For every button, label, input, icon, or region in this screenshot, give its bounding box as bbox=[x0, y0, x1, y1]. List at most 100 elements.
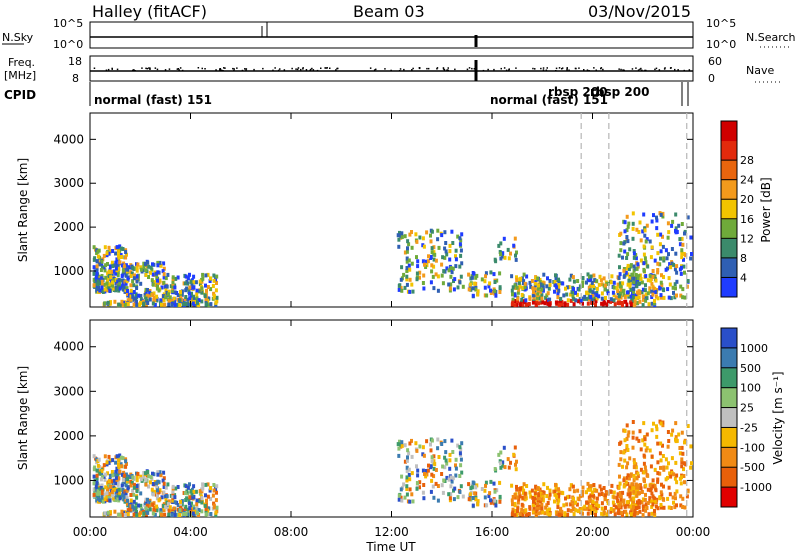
data-point bbox=[214, 303, 218, 308]
data-point bbox=[602, 486, 606, 490]
data-point bbox=[650, 245, 654, 250]
data-point bbox=[96, 254, 100, 259]
data-point bbox=[620, 300, 623, 305]
nave-dot bbox=[532, 67, 534, 70]
data-point bbox=[585, 280, 588, 285]
data-point bbox=[588, 484, 591, 489]
data-point bbox=[427, 463, 430, 468]
data-point bbox=[650, 454, 654, 459]
data-point bbox=[648, 496, 652, 501]
data-point bbox=[432, 286, 436, 291]
data-point bbox=[458, 236, 462, 241]
data-point bbox=[110, 260, 114, 265]
data-point bbox=[408, 477, 412, 482]
data-point bbox=[461, 284, 465, 289]
data-point bbox=[476, 499, 480, 504]
data-point bbox=[102, 474, 106, 479]
data-point bbox=[614, 505, 618, 510]
data-point bbox=[119, 462, 123, 467]
data-point bbox=[434, 272, 438, 277]
data-point bbox=[498, 285, 502, 290]
nave-dot bbox=[398, 70, 401, 72]
data-point bbox=[183, 507, 187, 511]
data-point bbox=[115, 257, 119, 262]
data-point bbox=[680, 251, 684, 256]
data-point bbox=[618, 272, 622, 277]
data-point bbox=[107, 269, 111, 274]
data-point bbox=[674, 226, 678, 231]
data-point bbox=[132, 297, 136, 302]
data-point bbox=[132, 482, 136, 487]
data-point bbox=[660, 283, 664, 287]
data-point bbox=[600, 511, 604, 516]
data-point bbox=[605, 302, 609, 307]
data-point bbox=[634, 503, 638, 508]
data-point bbox=[197, 298, 201, 303]
data-point bbox=[192, 484, 196, 489]
data-point bbox=[617, 485, 621, 490]
data-point bbox=[142, 471, 146, 475]
data-point bbox=[200, 496, 204, 501]
data-point bbox=[632, 264, 636, 269]
data-point bbox=[556, 295, 560, 300]
data-point bbox=[126, 508, 130, 513]
data-point bbox=[98, 288, 102, 293]
colorbar-tick-label: -25 bbox=[740, 421, 758, 434]
data-point bbox=[146, 510, 150, 515]
data-point bbox=[517, 497, 521, 502]
data-point bbox=[480, 487, 484, 491]
data-point bbox=[99, 268, 103, 272]
data-point bbox=[461, 494, 465, 499]
nave-dot bbox=[219, 69, 221, 71]
data-point bbox=[191, 489, 195, 494]
data-point bbox=[617, 253, 621, 258]
data-point bbox=[398, 439, 401, 444]
data-point bbox=[144, 471, 147, 476]
data-point bbox=[432, 474, 436, 479]
colorbar-segment bbox=[721, 277, 737, 298]
station-title: Halley (fitACF) bbox=[92, 2, 207, 21]
nave-dot bbox=[505, 69, 508, 72]
data-point bbox=[132, 283, 136, 288]
data-point bbox=[156, 263, 160, 268]
data-point bbox=[126, 276, 130, 281]
data-point bbox=[122, 300, 126, 305]
data-point bbox=[623, 249, 627, 254]
data-point bbox=[454, 248, 458, 253]
nave-dot bbox=[403, 68, 405, 71]
data-point bbox=[459, 484, 463, 489]
data-point bbox=[153, 303, 157, 307]
data-point bbox=[194, 489, 198, 494]
data-point bbox=[117, 462, 120, 467]
data-point bbox=[453, 277, 457, 282]
data-point bbox=[518, 277, 522, 282]
data-point bbox=[533, 281, 537, 286]
freq-right-tick: 0 bbox=[708, 72, 715, 85]
data-point bbox=[670, 456, 674, 461]
data-point bbox=[120, 472, 124, 477]
data-point bbox=[120, 464, 124, 469]
data-point bbox=[94, 484, 98, 489]
data-point bbox=[511, 300, 515, 305]
data-point bbox=[654, 278, 658, 283]
data-point bbox=[539, 510, 543, 515]
data-point bbox=[538, 487, 542, 492]
nave-dot bbox=[411, 69, 413, 71]
colorbar-tick-label: -100 bbox=[740, 441, 765, 454]
data-point bbox=[410, 245, 414, 250]
data-point bbox=[165, 494, 169, 499]
data-point bbox=[625, 214, 629, 219]
data-point bbox=[109, 484, 113, 489]
nave-dot bbox=[546, 67, 548, 69]
data-point bbox=[626, 492, 630, 497]
nave-dot bbox=[272, 69, 274, 72]
data-point bbox=[641, 229, 645, 234]
data-point bbox=[397, 453, 401, 458]
data-point bbox=[124, 491, 128, 496]
data-point bbox=[405, 465, 409, 470]
data-point bbox=[145, 293, 149, 298]
data-point bbox=[167, 499, 171, 504]
data-point bbox=[586, 511, 590, 516]
data-point bbox=[132, 507, 136, 512]
data-point bbox=[665, 465, 669, 470]
